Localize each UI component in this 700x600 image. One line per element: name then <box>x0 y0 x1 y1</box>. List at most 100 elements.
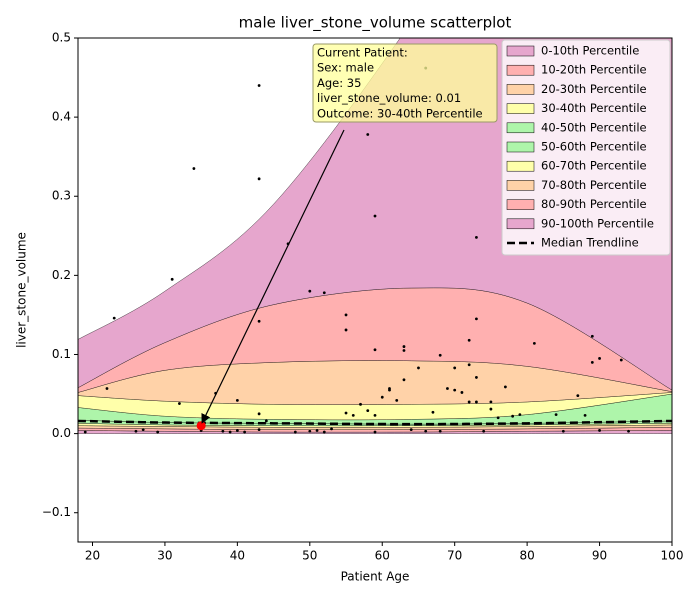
y-tick-label: 0.0 <box>52 426 71 440</box>
x-tick-label: 70 <box>447 549 462 563</box>
data-point <box>315 429 319 432</box>
y-tick-label: 0.2 <box>52 268 71 282</box>
data-point <box>388 388 391 392</box>
axes: 20 30 40 50 60 70 80 90 100 −0.1 0.0 0.1 0.2 0.3 0.4 0.… <box>42 31 684 563</box>
data-point <box>373 214 377 218</box>
legend-swatch <box>506 103 535 114</box>
data-point <box>590 360 594 364</box>
legend-swatch <box>506 84 535 95</box>
x-tick-label: 90 <box>592 549 607 563</box>
legend-label: 0-10th Percentile <box>541 44 639 58</box>
data-point <box>424 429 428 433</box>
data-point <box>402 378 406 382</box>
x-tick-label: 80 <box>519 549 534 563</box>
data-point <box>228 430 232 434</box>
data-point <box>373 348 377 352</box>
legend-label: 40-50th Percentile <box>541 120 647 134</box>
data-point <box>475 376 478 379</box>
data-point <box>308 429 312 433</box>
legend-label: 10-20th Percentile <box>541 63 647 77</box>
data-point <box>619 358 623 362</box>
data-point <box>366 133 370 136</box>
data-point <box>460 391 464 394</box>
data-point <box>453 388 457 392</box>
data-point <box>532 342 536 345</box>
data-point <box>344 328 348 332</box>
legend-label: Median Trendline <box>541 236 639 250</box>
annotation-line: Age: 35 <box>317 76 361 90</box>
annotation-line: Outcome: 30-40th Percentile <box>317 106 483 120</box>
data-point <box>330 427 333 431</box>
data-point <box>235 429 239 432</box>
data-point <box>134 429 138 433</box>
data-point <box>373 414 377 417</box>
legend-box <box>501 39 671 256</box>
legend-label: 80-90th Percentile <box>541 197 647 211</box>
legend-label: 60-70th Percentile <box>541 159 647 173</box>
data-point <box>83 430 87 434</box>
patient-point <box>196 421 206 431</box>
data-point <box>467 400 471 404</box>
legend-swatch <box>506 45 535 57</box>
data-point <box>257 177 261 181</box>
data-point <box>467 363 471 367</box>
data-point <box>344 411 348 415</box>
legend-swatch <box>506 122 535 134</box>
data-point <box>489 400 493 404</box>
data-point <box>243 430 247 434</box>
data-point <box>590 334 594 338</box>
data-point <box>475 317 478 321</box>
annotation-line: liver_stone_volume: 0.01 <box>317 91 461 105</box>
data-point <box>511 414 515 418</box>
x-tick-label: 30 <box>157 549 172 563</box>
legend-label: 90-100th Percentile <box>541 216 654 230</box>
data-point <box>583 414 587 417</box>
legend-swatch <box>506 180 535 191</box>
data-point <box>402 349 406 352</box>
data-point <box>105 387 109 390</box>
data-point <box>141 428 145 432</box>
data-point <box>395 398 399 402</box>
data-point <box>561 429 565 433</box>
x-tick-label: 100 <box>661 549 684 563</box>
legend-swatch <box>506 199 535 210</box>
data-point <box>170 277 174 281</box>
data-point <box>503 385 507 389</box>
data-point <box>409 428 413 432</box>
data-point <box>359 402 362 406</box>
data-point <box>554 413 558 417</box>
data-point <box>257 84 261 87</box>
x-tick-label: 40 <box>230 549 245 563</box>
annotation-arrow <box>201 129 345 424</box>
legend-swatch <box>506 141 535 153</box>
data-point <box>257 319 261 323</box>
annotation-box <box>312 43 498 123</box>
data-point <box>576 394 580 398</box>
legend-label: 20-30th Percentile <box>541 82 647 96</box>
legend-swatch <box>506 64 535 76</box>
data-point <box>112 316 116 320</box>
data-point <box>192 167 196 170</box>
legend-label: 70-80th Percentile <box>541 178 647 192</box>
data-point <box>322 430 326 434</box>
annotation-line: Current Patient: <box>317 46 408 60</box>
chart-title: male liver_stone_volume scatterplot <box>239 14 512 33</box>
data-point <box>257 428 261 432</box>
median-trendline <box>78 419 672 426</box>
data-point <box>264 419 268 423</box>
legend-label: 50-60th Percentile <box>541 140 647 154</box>
legend-label: 30-40th Percentile <box>541 101 647 115</box>
legend-swatch <box>506 218 535 230</box>
data-point <box>438 429 442 433</box>
data-point <box>156 430 160 434</box>
data-point <box>482 429 486 433</box>
data-point <box>257 412 261 416</box>
data-point <box>235 398 239 402</box>
data-point <box>293 430 297 434</box>
data-point <box>496 416 500 420</box>
annotation-line: Sex: male <box>317 61 374 75</box>
legend: 0-10th Percentile 10-20th Percentile 20-30… <box>501 39 671 256</box>
y-tick-label: 0.1 <box>52 347 71 361</box>
x-tick-label: 60 <box>375 549 390 563</box>
